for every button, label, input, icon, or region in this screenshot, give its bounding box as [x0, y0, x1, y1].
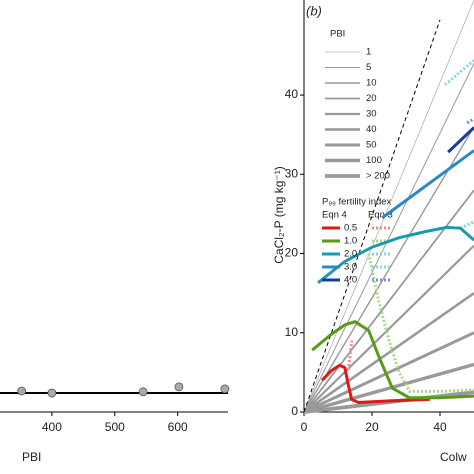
- y-tick-label: 0: [291, 404, 298, 418]
- legend-title: P₉₉ fertility index: [322, 197, 392, 208]
- legend-label: 3.0: [344, 262, 357, 273]
- y-axis-title: CaCl₂-P (mg kg⁻¹): [272, 166, 286, 263]
- line: [303, 244, 474, 413]
- line: [303, 19, 441, 413]
- legend-label: 100: [366, 155, 382, 166]
- point: [220, 384, 230, 394]
- panel-label: (b): [306, 3, 322, 18]
- legend-label: Eqn 4: [322, 210, 347, 221]
- point: [17, 386, 27, 396]
- x-axis-title: PBI: [22, 450, 41, 464]
- x-tick-label: 0: [301, 420, 308, 434]
- line: [381, 149, 474, 220]
- legend-label: 50: [366, 140, 377, 151]
- line: [367, 253, 474, 393]
- x-tick-label: 40: [433, 420, 447, 434]
- y-tick-label: 20: [285, 246, 299, 260]
- y-tick-label: 30: [285, 166, 299, 180]
- line: [459, 220, 474, 230]
- line: [447, 126, 474, 154]
- legend-label: 1: [366, 47, 371, 58]
- line: [303, 63, 474, 413]
- legend-label: 5: [366, 62, 371, 73]
- legend-label: 20: [366, 93, 377, 104]
- legend-label: 30: [366, 109, 377, 120]
- line: [303, 126, 474, 413]
- line: [303, 292, 474, 414]
- line: [466, 117, 474, 125]
- line: [303, 362, 474, 414]
- x-tick-label: 600: [168, 420, 188, 434]
- point: [138, 387, 148, 397]
- line: [346, 340, 354, 371]
- line: [303, 331, 474, 414]
- x-tick-label: 500: [105, 420, 125, 434]
- line: [303, 0, 474, 413]
- legend-label: 40: [366, 124, 377, 135]
- legend-label: 10: [366, 78, 377, 89]
- legend-label: 0.5: [344, 223, 357, 234]
- line: [317, 225, 474, 285]
- legend-label: Eqn 3: [368, 210, 393, 221]
- x-axis-title: Colw: [440, 450, 467, 464]
- point: [47, 388, 57, 398]
- point: [174, 382, 184, 392]
- y-tick-label: 40: [285, 87, 299, 101]
- y-tick-label: 10: [285, 325, 299, 339]
- line: [320, 363, 430, 405]
- legend-label: 2.0: [344, 249, 357, 260]
- legend-label: 1.0: [344, 236, 357, 247]
- line: [311, 320, 474, 400]
- legend-title: PBI: [330, 29, 345, 40]
- legend-label: > 200: [366, 171, 390, 182]
- legend-label: 4.0: [344, 275, 357, 286]
- x-tick-label: 400: [42, 420, 62, 434]
- x-tick-label: 20: [365, 420, 379, 434]
